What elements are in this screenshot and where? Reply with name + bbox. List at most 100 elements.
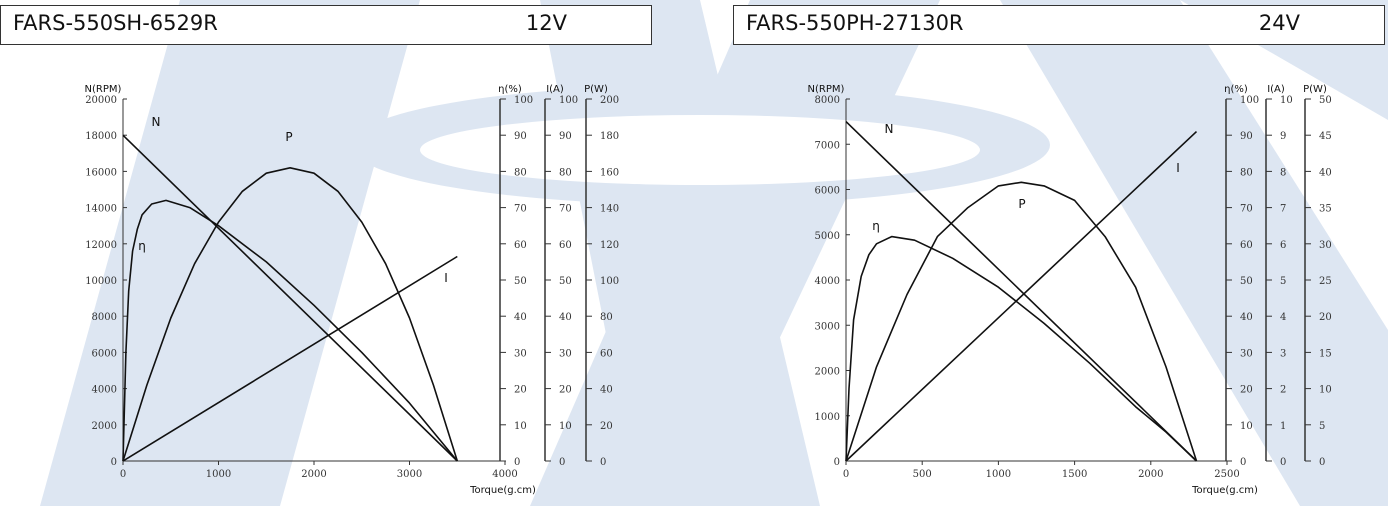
y-tick-label: 5 bbox=[1319, 421, 1325, 432]
y-tick-label: 6000 bbox=[815, 186, 840, 197]
x-tick-label: 1000 bbox=[986, 469, 1011, 480]
y-tick-label: 60 bbox=[600, 348, 613, 359]
series-line-η bbox=[122, 199, 458, 462]
model-name: FARS-550SH-6529R bbox=[13, 11, 218, 35]
y-tick-label: 0 bbox=[111, 457, 117, 468]
y-tick-label: 100 bbox=[1240, 95, 1259, 106]
y-tick-label: 70 bbox=[559, 204, 572, 215]
y-tick-label: 20 bbox=[1240, 385, 1253, 396]
y-tick-label: 0 bbox=[834, 457, 840, 468]
y-tick-label: 20000 bbox=[85, 95, 117, 106]
y-tick-label: 5 bbox=[1280, 276, 1286, 287]
x-tick-label: 1000 bbox=[206, 469, 231, 480]
y-tick-label: 7000 bbox=[815, 140, 840, 151]
y-tick-label: 4000 bbox=[92, 385, 117, 396]
series-line-N bbox=[122, 134, 458, 462]
y-tick-label: 80 bbox=[514, 167, 527, 178]
y-tick-label: 100 bbox=[514, 95, 533, 106]
y-tick-label: 18000 bbox=[85, 131, 117, 142]
y-tick-label: 160 bbox=[600, 167, 619, 178]
series-line-I bbox=[845, 131, 1198, 462]
x-tick-label: 1500 bbox=[1062, 469, 1087, 480]
y-tick-label: 30 bbox=[1240, 348, 1253, 359]
y-tick-label: 60 bbox=[559, 240, 572, 251]
y-tick-label: 40 bbox=[514, 312, 527, 323]
y-tick-label: 3 bbox=[1280, 348, 1286, 359]
y-tick-label: 12000 bbox=[85, 240, 117, 251]
y-tick-label: 50 bbox=[514, 276, 527, 287]
y-tick-label: 50 bbox=[559, 276, 572, 287]
y-tick-label: 45 bbox=[1319, 131, 1332, 142]
y-tick-label: 30 bbox=[514, 348, 527, 359]
x-tick-label: 2000 bbox=[301, 469, 326, 480]
y-tick-label: 70 bbox=[1240, 204, 1253, 215]
y-tick-label: 10000 bbox=[85, 276, 117, 287]
x-tick-label: 3000 bbox=[397, 469, 422, 480]
y-tick-label: 35 bbox=[1319, 204, 1332, 215]
y-tick-label: 80 bbox=[600, 312, 613, 323]
y-tick-label: 25 bbox=[1319, 276, 1332, 287]
y-tick-label: 2000 bbox=[815, 367, 840, 378]
y-tick-label: 0 bbox=[514, 457, 520, 468]
x-axis-title: Torque(g.cm) bbox=[469, 485, 536, 496]
y-tick-label: 40 bbox=[600, 385, 613, 396]
y-tick-label: 200 bbox=[600, 95, 619, 106]
performance-chart-2: 0 500 1000 1500 2000 2500Torque(g.cm)01000200… bbox=[808, 84, 1332, 496]
y-tick-label: 70 bbox=[514, 204, 527, 215]
y-tick-label: 1 bbox=[1280, 421, 1286, 432]
y-tick-label: 80 bbox=[559, 167, 572, 178]
y-tick-label: 90 bbox=[1240, 131, 1253, 142]
curve-label: N bbox=[152, 115, 161, 129]
y-tick-label: 0 bbox=[559, 457, 565, 468]
y-tick-label: 100 bbox=[600, 276, 619, 287]
y-tick-label: 20 bbox=[600, 421, 613, 432]
curve-label: P bbox=[1018, 197, 1025, 211]
x-tick-label: 0 bbox=[120, 469, 126, 480]
y-axis-title: I(A) bbox=[546, 84, 564, 95]
y-tick-label: 6 bbox=[1280, 240, 1286, 251]
y-tick-label: 90 bbox=[514, 131, 527, 142]
y-tick-label: 10 bbox=[514, 421, 527, 432]
y-tick-label: 80 bbox=[1240, 167, 1253, 178]
y-tick-label: 40 bbox=[1319, 167, 1332, 178]
y-tick-label: 10 bbox=[1319, 385, 1332, 396]
y-tick-label: 0 bbox=[1280, 457, 1286, 468]
series-line-P bbox=[845, 181, 1198, 462]
y-tick-label: 60 bbox=[1240, 240, 1253, 251]
series-line-N bbox=[845, 121, 1198, 462]
y-tick-label: 5000 bbox=[815, 231, 840, 242]
y-axis-title: I(A) bbox=[1267, 84, 1285, 95]
series-line-I bbox=[122, 255, 458, 462]
y-axis-title: η(%) bbox=[1224, 84, 1248, 95]
y-tick-label: 2 bbox=[1280, 385, 1286, 396]
y-tick-label: 30 bbox=[1319, 240, 1332, 251]
curve-label: P bbox=[285, 130, 292, 144]
model-name: FARS-550PH-27130R bbox=[746, 11, 964, 35]
y-tick-label: 60 bbox=[514, 240, 527, 251]
y-tick-label: 10 bbox=[559, 421, 572, 432]
x-tick-label: 2000 bbox=[1138, 469, 1163, 480]
y-tick-label: 2000 bbox=[92, 421, 117, 432]
panel-header-2: FARS-550PH-27130R 24V bbox=[733, 5, 1385, 45]
y-tick-label: 7 bbox=[1280, 204, 1286, 215]
y-tick-label: 30 bbox=[559, 348, 572, 359]
x-tick-label: 4000 bbox=[492, 469, 517, 480]
y-axis-title: P(W) bbox=[584, 84, 608, 95]
y-tick-label: 14000 bbox=[85, 204, 117, 215]
y-tick-label: 0 bbox=[1319, 457, 1325, 468]
series-line-P bbox=[122, 167, 459, 462]
curve-label: η bbox=[138, 239, 146, 253]
y-tick-label: 50 bbox=[1319, 95, 1332, 106]
y-tick-label: 16000 bbox=[85, 167, 117, 178]
x-tick-label: 500 bbox=[913, 469, 932, 480]
voltage-label: 24V bbox=[1258, 11, 1300, 35]
y-tick-label: 20 bbox=[559, 385, 572, 396]
curve-label: I bbox=[444, 271, 448, 285]
y-tick-label: 8000 bbox=[92, 312, 117, 323]
x-tick-label: 0 bbox=[843, 469, 849, 480]
y-tick-label: 180 bbox=[600, 131, 619, 142]
y-tick-label: 10 bbox=[1280, 95, 1293, 106]
y-tick-label: 4000 bbox=[815, 276, 840, 287]
y-tick-label: 0 bbox=[600, 457, 606, 468]
